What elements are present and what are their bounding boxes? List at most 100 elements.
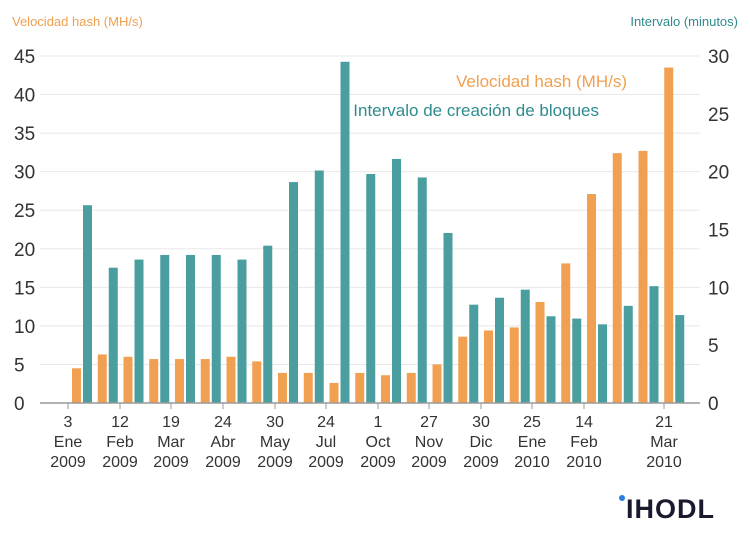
left-tick-label: 30: [14, 163, 35, 184]
x-tick-label: Feb: [106, 434, 134, 451]
x-tick-label: Oct: [366, 434, 391, 451]
legend-block-interval: Intervalo de creación de bloques: [353, 101, 599, 120]
x-tick-label: 12: [111, 414, 129, 431]
x-tick-label: 3: [64, 414, 73, 431]
x-tick-label: 2010: [566, 454, 602, 471]
x-tick-label: 2009: [257, 454, 293, 471]
logo: IHODL: [626, 494, 715, 524]
bar-hash-rate: [638, 150, 648, 403]
bar-block-interval: [160, 254, 170, 403]
bar-hash-rate: [149, 359, 159, 403]
left-tick-label: 40: [14, 86, 35, 107]
bar-block-interval: [546, 316, 556, 403]
bar-hash-rate: [612, 153, 622, 403]
x-tick-label: Dic: [469, 434, 492, 451]
bar-hash-rate: [175, 359, 184, 403]
bar-hash-rate: [535, 301, 545, 403]
bar-block-interval: [211, 254, 221, 403]
left-tick-label: 35: [14, 124, 35, 145]
bar-block-interval: [186, 254, 195, 403]
bar-block-interval: [675, 315, 685, 403]
x-tick-label: Feb: [570, 434, 598, 451]
bar-hash-rate: [303, 372, 313, 403]
bar-hash-rate: [664, 67, 674, 404]
bar-hash-rate: [561, 263, 571, 403]
x-tick-label: 2009: [360, 454, 396, 471]
x-tick-label: Mar: [650, 434, 678, 451]
bar-block-interval: [289, 182, 298, 403]
bar-block-interval: [520, 289, 530, 403]
x-tick-label: May: [260, 434, 290, 451]
right-axis-title: Intervalo (minutos): [630, 14, 738, 29]
x-tick-label: Jul: [316, 434, 336, 451]
bar-hash-rate: [278, 372, 287, 403]
x-tick-label: 14: [575, 414, 593, 431]
x-tick-label: 2009: [102, 454, 138, 471]
x-tick-label: 30: [472, 414, 490, 431]
x-tick-label: 24: [317, 414, 335, 431]
x-tick-label: 2010: [646, 454, 682, 471]
right-tick-label: 15: [708, 221, 729, 242]
bar-block-interval: [237, 259, 247, 403]
left-tick-label: 10: [14, 317, 35, 338]
bar-hash-rate: [355, 372, 365, 403]
bar-block-interval: [469, 304, 479, 403]
bar-block-interval: [108, 267, 118, 403]
left-axis-title: Velocidad hash (MH/s): [12, 14, 143, 29]
logo-dot: [619, 495, 625, 501]
bar-hash-rate: [252, 361, 262, 403]
right-tick-label: 20: [708, 163, 729, 184]
bar-block-interval: [495, 297, 504, 403]
x-tick-label: 2009: [50, 454, 86, 471]
x-tick-label: 27: [420, 414, 438, 431]
x-tick-label: Ene: [54, 434, 83, 451]
bar-block-interval: [417, 177, 427, 403]
bar-block-interval: [340, 61, 350, 404]
bar-block-interval: [392, 158, 401, 403]
right-tick-label: 10: [708, 278, 729, 299]
bar-block-interval: [623, 305, 633, 403]
x-tick-label: Ene: [518, 434, 547, 451]
bar-hash-rate: [381, 375, 390, 403]
bar-hash-rate: [226, 356, 236, 403]
x-tick-label: 2010: [514, 454, 550, 471]
x-tick-label: Abr: [211, 434, 237, 451]
bar-hash-rate: [432, 364, 442, 403]
x-tick-label: 30: [266, 414, 284, 431]
bar-block-interval: [443, 232, 453, 403]
bar-block-interval: [366, 173, 376, 403]
x-tick-label: 1: [374, 414, 383, 431]
bar-block-interval: [263, 245, 273, 403]
bar-hash-rate: [123, 356, 133, 403]
x-tick-label: 19: [162, 414, 180, 431]
bar-hash-rate: [329, 382, 339, 403]
x-tick-label: 2009: [463, 454, 499, 471]
left-tick-label: 25: [14, 201, 35, 222]
right-tick-label: 30: [708, 47, 729, 68]
left-tick-label: 5: [14, 355, 25, 376]
right-tick-label: 0: [708, 394, 719, 415]
left-tick-label: 15: [14, 278, 35, 299]
bar-hash-rate: [484, 330, 493, 403]
bar-hash-rate: [72, 368, 81, 403]
bar-hash-rate: [587, 194, 596, 403]
left-tick-label: 45: [14, 47, 35, 68]
left-tick-label: 0: [14, 394, 25, 415]
bar-block-interval: [134, 259, 144, 403]
x-tick-label: 24: [214, 414, 232, 431]
x-tick-label: 2009: [308, 454, 344, 471]
bar-block-interval: [83, 205, 92, 403]
bar-hash-rate: [406, 372, 416, 403]
bar-block-interval: [572, 318, 582, 403]
left-tick-label: 20: [14, 240, 35, 261]
bar-hash-rate: [509, 327, 519, 403]
x-tick-label: 25: [523, 414, 541, 431]
x-tick-label: 2009: [153, 454, 189, 471]
x-tick-label: 21: [655, 414, 673, 431]
bar-block-interval: [598, 324, 607, 403]
right-tick-label: 5: [708, 336, 719, 357]
bar-block-interval: [649, 286, 659, 403]
bar-hash-rate: [200, 359, 210, 403]
